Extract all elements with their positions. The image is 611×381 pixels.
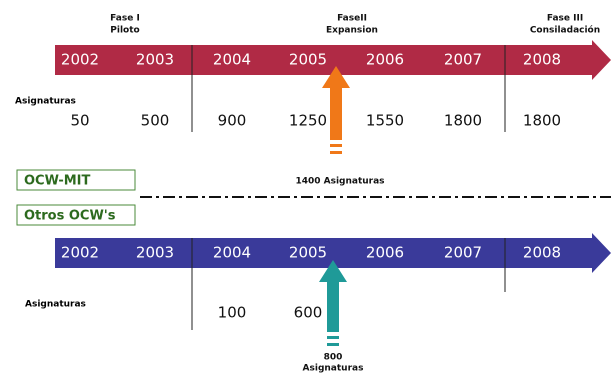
phase-subtitle: Piloto: [110, 26, 139, 36]
mit-label: OCW-MIT: [24, 174, 91, 189]
value: 900: [218, 112, 247, 130]
dash: [327, 336, 339, 339]
others-row-label: Asignaturas: [25, 300, 86, 310]
others-arrow: [319, 260, 347, 332]
value: 50: [70, 112, 89, 130]
value: 1800: [523, 112, 561, 130]
year: 2004: [213, 51, 251, 69]
mit-arrow: [322, 66, 350, 140]
mit-band: [55, 40, 611, 80]
year: 2006: [366, 244, 404, 262]
year: 2002: [61, 51, 99, 69]
year: 2004: [213, 244, 251, 262]
value: 600: [294, 304, 323, 322]
year: 2006: [366, 51, 404, 69]
dash: [330, 144, 342, 147]
phase-name: Fase I: [110, 14, 140, 24]
value: 1550: [366, 112, 404, 130]
year: 2008: [523, 244, 561, 262]
year: 2005: [289, 244, 327, 262]
others-label: Otros OCW's: [24, 209, 116, 224]
others-box: [16, 204, 136, 226]
phase-name: Fase III: [547, 14, 583, 24]
others-band: [55, 233, 611, 273]
mit-row-label: Asignaturas: [15, 97, 76, 107]
value: 500: [141, 112, 170, 130]
year: 2005: [289, 51, 327, 69]
value: 100: [218, 304, 247, 322]
phase-subtitle: Consiladación: [530, 25, 600, 36]
year: 2003: [136, 244, 174, 262]
dash: [327, 343, 339, 346]
year: 2007: [444, 51, 482, 69]
phase-name: FaseII: [337, 14, 367, 24]
mit-arrow-label: 1400 Asignaturas: [295, 177, 384, 187]
year: 2008: [523, 51, 561, 69]
year: 2003: [136, 51, 174, 69]
others-arrow-unit: Asignaturas: [303, 364, 364, 374]
year: 2007: [444, 244, 482, 262]
value: 1250: [289, 112, 327, 130]
year: 2002: [61, 244, 99, 262]
value: 1800: [444, 112, 482, 130]
dash: [330, 151, 342, 154]
others-arrow-value: 800: [324, 353, 343, 363]
phase-subtitle: Expansion: [326, 26, 378, 36]
mit-box: [16, 169, 136, 191]
